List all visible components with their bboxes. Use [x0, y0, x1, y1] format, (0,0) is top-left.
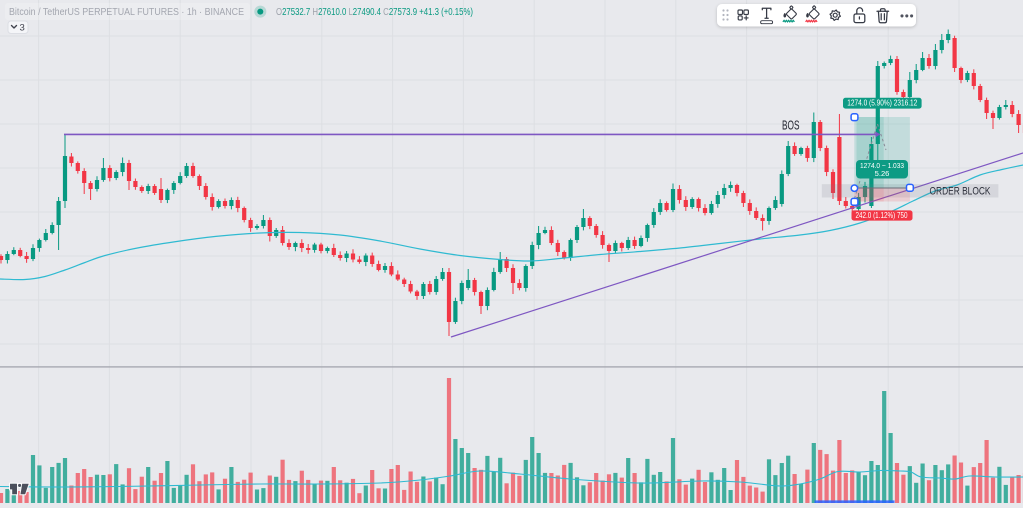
- svg-text:BOS: BOS: [782, 119, 800, 133]
- svg-text:Bitcoin / TetherUS PERPETUAL F: Bitcoin / TetherUS PERPETUAL FUTURES · 1…: [9, 7, 244, 18]
- svg-text:3: 3: [20, 23, 25, 34]
- svg-text:5.26: 5.26: [875, 169, 890, 178]
- svg-text:242.0 (1.12%) 750: 242.0 (1.12%) 750: [856, 210, 908, 220]
- svg-text:1274.0 (5.90%) 2316.12: 1274.0 (5.90%) 2316.12: [847, 99, 917, 108]
- svg-text:O27532.7 H27610.0 L27490.4 C27: O27532.7 H27610.0 L27490.4 C27573.9 +41.…: [276, 7, 473, 18]
- svg-text:ORDER BLOCK: ORDER BLOCK: [930, 186, 992, 198]
